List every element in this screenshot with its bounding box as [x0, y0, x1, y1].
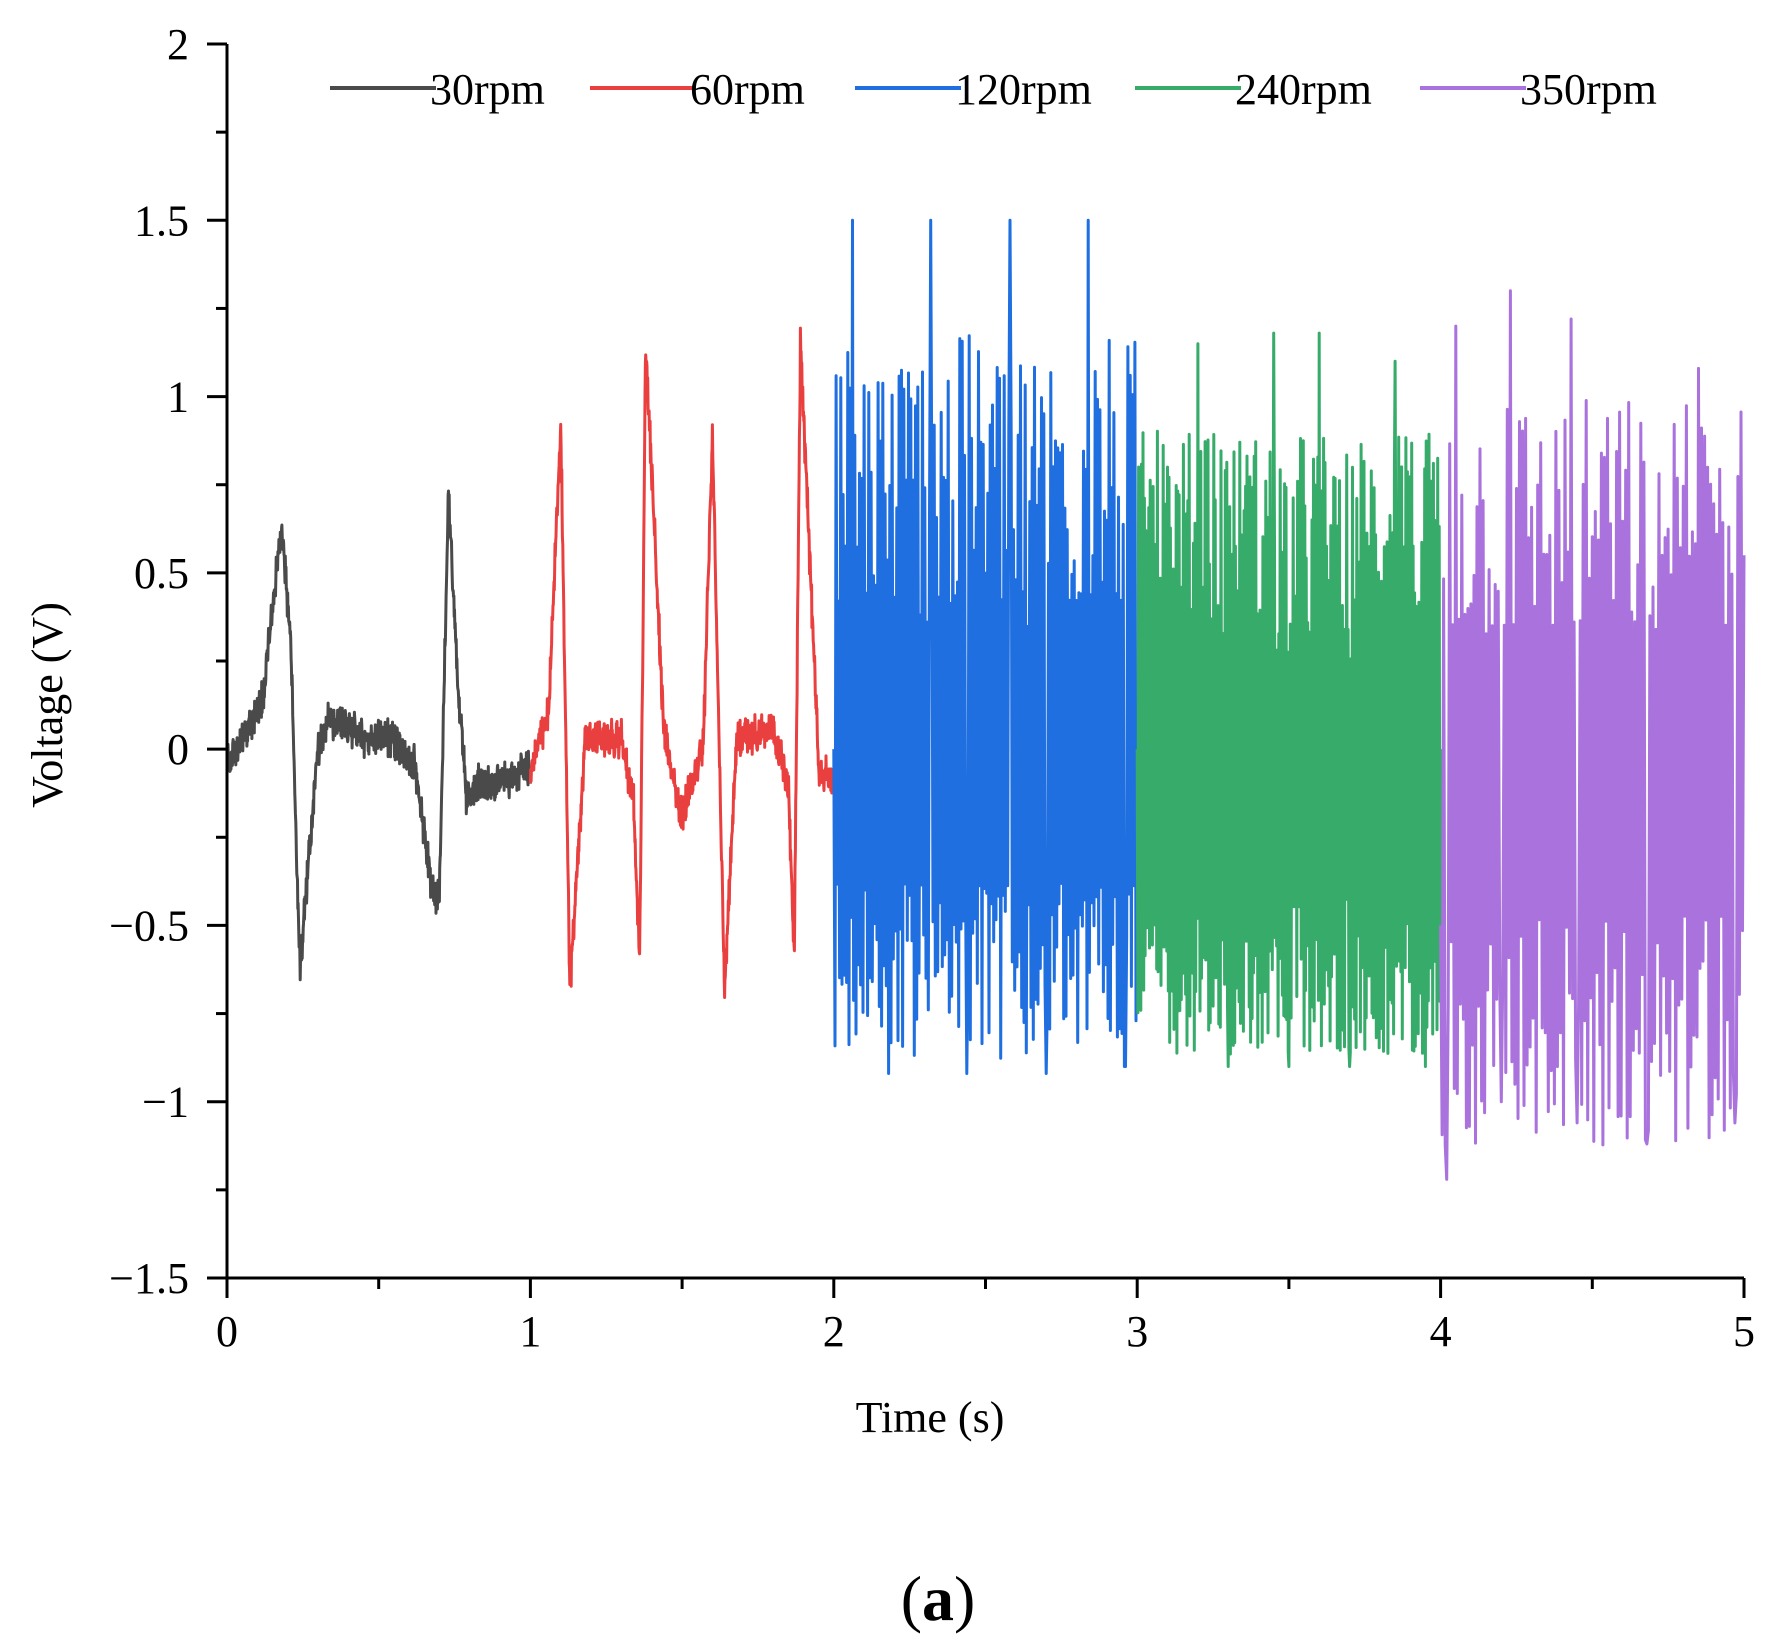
- y-tick-label: 2: [167, 20, 189, 69]
- panel-label-open: (: [901, 1563, 922, 1634]
- y-tick-label: 0: [167, 725, 189, 774]
- series-line-30rpm: [225, 489, 532, 982]
- y-tick-label: 1: [167, 373, 189, 422]
- y-tick-label: 1.5: [134, 196, 189, 245]
- legend: 30rpm 60rpm 120rpm 240rpm 350rpm: [330, 65, 1657, 114]
- legend-label-120rpm: 120rpm: [955, 65, 1092, 114]
- y-tick-label: −1: [142, 1078, 189, 1127]
- y-tick-label: 0.5: [134, 549, 189, 598]
- x-tick-label: 5: [1733, 1307, 1755, 1356]
- legend-label-240rpm: 240rpm: [1235, 65, 1372, 114]
- x-tick-label: 1: [519, 1307, 541, 1356]
- legend-label-30rpm: 30rpm: [430, 65, 545, 114]
- y-axis-title: Voltage (V): [23, 602, 72, 808]
- x-tick-label: 2: [823, 1307, 845, 1356]
- x-tick-label: 4: [1430, 1307, 1452, 1356]
- panel-label-letter: a: [922, 1563, 954, 1634]
- series-line-60rpm: [528, 326, 836, 999]
- x-tick-label: 0: [216, 1307, 238, 1356]
- ticks: 0 1 2 3 4 5 −1.5 −1 −0.5 0 0.5 1 1.5 2: [109, 20, 1755, 1356]
- y-tick-label: −1.5: [109, 1254, 189, 1303]
- legend-label-60rpm: 60rpm: [690, 65, 805, 114]
- series-line-240rpm: [1135, 331, 1443, 1068]
- series-line-350rpm: [1439, 289, 1746, 1181]
- series-line-120rpm: [832, 218, 1139, 1075]
- x-axis-title: Time (s): [856, 1393, 1005, 1442]
- legend-label-350rpm: 350rpm: [1520, 65, 1657, 114]
- series-lines: [225, 218, 1746, 1181]
- x-tick-label: 3: [1126, 1307, 1148, 1356]
- panel-label: (a): [901, 1563, 976, 1634]
- panel-label-close: ): [954, 1563, 975, 1634]
- y-tick-label: −0.5: [109, 901, 189, 950]
